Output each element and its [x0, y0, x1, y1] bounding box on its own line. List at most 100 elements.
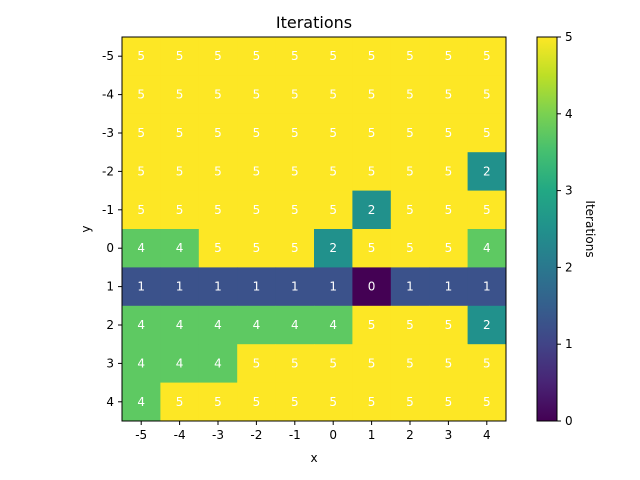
heatmap-cell [314, 305, 353, 345]
colorbar-tick-label: 3 [565, 184, 573, 198]
cell-value-label: 5 [445, 318, 453, 332]
heatmap-cell [198, 37, 238, 76]
cell-value-label: 5 [445, 241, 453, 255]
x-axis-label: x [310, 451, 317, 465]
cell-value-label: 5 [483, 88, 491, 102]
cell-value-label: 5 [406, 356, 414, 370]
heatmap-cell [429, 305, 469, 345]
heatmap-cell [198, 113, 238, 153]
cell-value-label: 5 [176, 49, 184, 63]
heatmap-cell [275, 190, 315, 230]
cell-value-label: 5 [253, 49, 261, 63]
cell-value-label: 5 [445, 49, 453, 63]
heatmap-cell [237, 190, 277, 230]
heatmap-cell [429, 382, 469, 422]
heatmap-cell [352, 75, 392, 115]
cell-value-label: 5 [368, 126, 376, 140]
colorbar-tick-label: 1 [565, 337, 573, 351]
cell-value-label: 4 [176, 318, 184, 332]
cell-value-label: 0 [368, 280, 376, 294]
cell-value-label: 5 [445, 164, 453, 178]
heatmap-cell [122, 267, 161, 307]
heatmap-cell [275, 305, 315, 345]
heatmap-cell [160, 113, 200, 153]
x-tick-label: 0 [329, 428, 337, 442]
cell-value-label: 5 [329, 49, 337, 63]
cell-value-label: 5 [291, 241, 299, 255]
y-tick-label: 3 [106, 356, 114, 370]
heatmap-cell [122, 229, 161, 268]
cell-value-label: 5 [368, 88, 376, 102]
cell-value-label: 5 [368, 318, 376, 332]
y-axis-ticks: -5 -4 -3 -2 -1 0 1 2 3 4 [102, 49, 122, 409]
heatmap-cell [198, 305, 238, 345]
cell-value-label: 5 [291, 88, 299, 102]
cell-value-label: 1 [214, 280, 222, 294]
heatmap-cell [275, 344, 315, 384]
heatmap-cell [352, 305, 392, 345]
cell-value-label: 5 [253, 164, 261, 178]
heatmap-cell [314, 190, 353, 230]
cell-value-label: 1 [329, 280, 337, 294]
cell-value-label: 1 [291, 280, 299, 294]
cell-value-label: 5 [214, 164, 222, 178]
heatmap-cell-labels: 5 5 5 5 5 5 5 5 5 5 5 5 5 5 5 5 5 5 5 5 5 5 5 5 5 5 5 5 5 5 5 5 5 5 5 5 5 5 5 2… [137, 49, 490, 409]
heatmap-cell [237, 37, 277, 76]
heatmap-cell [237, 152, 277, 192]
heatmap-cell [237, 305, 277, 345]
y-tick-label: -4 [102, 88, 114, 102]
cell-value-label: 5 [214, 49, 222, 63]
heatmap-cell [314, 152, 353, 192]
heatmap-cell [352, 190, 392, 230]
cell-value-label: 5 [253, 356, 261, 370]
heatmap-cell [352, 37, 392, 76]
heatmap-cell [467, 382, 507, 422]
heatmap-cell [198, 344, 238, 384]
heatmap-cell [352, 267, 392, 307]
cell-value-label: 5 [253, 126, 261, 140]
cell-value-label: 5 [445, 356, 453, 370]
cell-value-label: 5 [483, 395, 491, 409]
heatmap-cell [122, 344, 161, 384]
heatmap-cell [275, 75, 315, 115]
heatmap-cell [467, 305, 507, 345]
cell-value-label: 5 [291, 49, 299, 63]
cell-value-label: 1 [445, 280, 453, 294]
cell-value-label: 5 [329, 203, 337, 217]
cell-value-label: 4 [176, 356, 184, 370]
heatmap-cell [198, 152, 238, 192]
cell-value-label: 4 [176, 241, 184, 255]
heatmap-cell [160, 305, 200, 345]
heatmap-cell [314, 267, 353, 307]
cell-value-label: 5 [406, 241, 414, 255]
heatmap-cell [122, 113, 161, 153]
heatmap-cell [467, 113, 507, 153]
x-tick-label: 3 [445, 428, 453, 442]
colorbar-ticks: 0 1 2 3 4 5 [557, 30, 573, 428]
cell-value-label: 5 [368, 49, 376, 63]
x-tick-label: -2 [250, 428, 262, 442]
cell-value-label: 4 [214, 356, 222, 370]
heatmap-cell [314, 37, 353, 76]
cell-value-label: 5 [253, 241, 261, 255]
y-tick-label: 0 [106, 241, 114, 255]
heatmap-cell [467, 267, 507, 307]
heatmap-cell [429, 37, 469, 76]
heatmap-cell [160, 382, 200, 422]
cell-value-label: 5 [253, 203, 261, 217]
heatmap-cell [429, 267, 469, 307]
x-tick-label: 2 [406, 428, 414, 442]
heatmap-cell [314, 382, 353, 422]
heatmap-cell [352, 152, 392, 192]
heatmap-cell [390, 152, 430, 192]
cell-value-label: 5 [176, 88, 184, 102]
x-tick-label: -3 [212, 428, 224, 442]
heatmap-cell [390, 229, 430, 268]
heatmap-cell [390, 344, 430, 384]
heatmap-cell [160, 267, 200, 307]
plot-frame [121, 36, 507, 422]
heatmap-cell [390, 75, 430, 115]
heatmap-cell [160, 190, 200, 230]
x-tick-label: 1 [368, 428, 376, 442]
